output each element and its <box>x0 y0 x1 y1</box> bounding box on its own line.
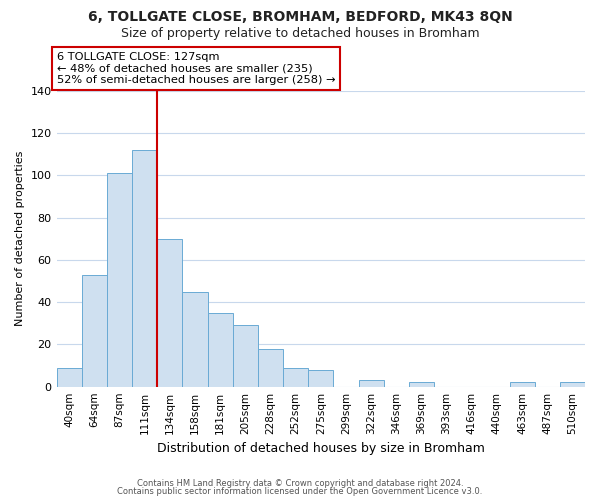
Bar <box>132 150 157 386</box>
Bar <box>82 274 107 386</box>
Bar <box>258 348 283 387</box>
Bar <box>283 368 308 386</box>
Bar <box>233 326 258 386</box>
X-axis label: Distribution of detached houses by size in Bromham: Distribution of detached houses by size … <box>157 442 485 455</box>
Bar <box>359 380 383 386</box>
Text: 6, TOLLGATE CLOSE, BROMHAM, BEDFORD, MK43 8QN: 6, TOLLGATE CLOSE, BROMHAM, BEDFORD, MK4… <box>88 10 512 24</box>
Bar <box>208 312 233 386</box>
Y-axis label: Number of detached properties: Number of detached properties <box>15 151 25 326</box>
Bar <box>107 174 132 386</box>
Bar <box>182 292 208 386</box>
Bar <box>308 370 334 386</box>
Text: Contains public sector information licensed under the Open Government Licence v3: Contains public sector information licen… <box>118 487 482 496</box>
Text: 6 TOLLGATE CLOSE: 127sqm
← 48% of detached houses are smaller (235)
52% of semi-: 6 TOLLGATE CLOSE: 127sqm ← 48% of detach… <box>56 52 335 85</box>
Bar <box>157 239 182 386</box>
Bar <box>509 382 535 386</box>
Bar <box>409 382 434 386</box>
Text: Size of property relative to detached houses in Bromham: Size of property relative to detached ho… <box>121 28 479 40</box>
Bar <box>56 368 82 386</box>
Bar <box>560 382 585 386</box>
Text: Contains HM Land Registry data © Crown copyright and database right 2024.: Contains HM Land Registry data © Crown c… <box>137 478 463 488</box>
